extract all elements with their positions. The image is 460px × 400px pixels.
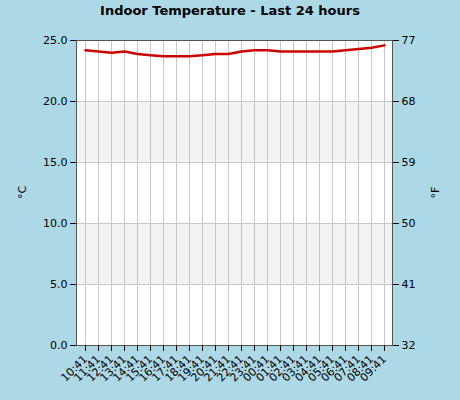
svg-text:09:41: 09:41 [358, 353, 390, 385]
svg-text:12:41: 12:41 [84, 352, 117, 385]
svg-text:20:41: 20:41 [188, 352, 221, 385]
svg-text:04:41: 04:41 [292, 352, 325, 385]
svg-text:19:41: 19:41 [175, 352, 208, 385]
svg-text:15.0: 15.0 [43, 156, 68, 169]
svg-text:03:41: 03:41 [279, 352, 312, 385]
html-text:°C: °C [16, 185, 30, 199]
svg-text:41: 41 [402, 278, 416, 291]
svg-text:59: 59 [402, 156, 416, 169]
svg-text:68: 68 [402, 95, 416, 108]
svg-text:14:41: 14:41 [110, 352, 143, 385]
svg-text:77: 77 [402, 34, 416, 47]
svg-text:25.0: 25.0 [43, 34, 68, 47]
svg-text:16:41: 16:41 [136, 352, 169, 385]
svg-text:10:41: 10:41 [58, 352, 91, 385]
svg-text:18:41: 18:41 [162, 352, 195, 385]
svg-text:05:41: 05:41 [305, 352, 338, 385]
svg-text:00:41: 00:41 [240, 352, 273, 385]
svg-text:11:41: 11:41 [71, 352, 104, 385]
svg-text:22:41: 22:41 [214, 352, 247, 385]
svg-text:01:41: 01:41 [253, 352, 286, 385]
svg-text:08:41: 08:41 [344, 352, 377, 385]
html-text:Indoor Temperature - Last 24 h: Indoor Temperature - Last 24 hours [100, 3, 360, 18]
svg-text:50: 50 [402, 217, 416, 230]
svg-text:21:41: 21:41 [201, 352, 234, 385]
svg-text:5.0: 5.0 [50, 278, 68, 291]
svg-text:10.0: 10.0 [43, 217, 68, 230]
svg-text:02:41: 02:41 [266, 352, 299, 385]
svg-text:06:41: 06:41 [318, 352, 351, 385]
svg-text:32: 32 [402, 339, 416, 352]
html-text:°F: °F [429, 186, 443, 198]
svg-text:07:41: 07:41 [331, 352, 364, 385]
svg-text:17:41: 17:41 [149, 352, 182, 385]
svg-text:13:41: 13:41 [97, 352, 130, 385]
svg-text:20.0: 20.0 [43, 95, 68, 108]
svg-text:15:41: 15:41 [123, 352, 156, 385]
svg-text:23:41: 23:41 [227, 352, 260, 385]
svg-text:0.0: 0.0 [50, 339, 68, 352]
